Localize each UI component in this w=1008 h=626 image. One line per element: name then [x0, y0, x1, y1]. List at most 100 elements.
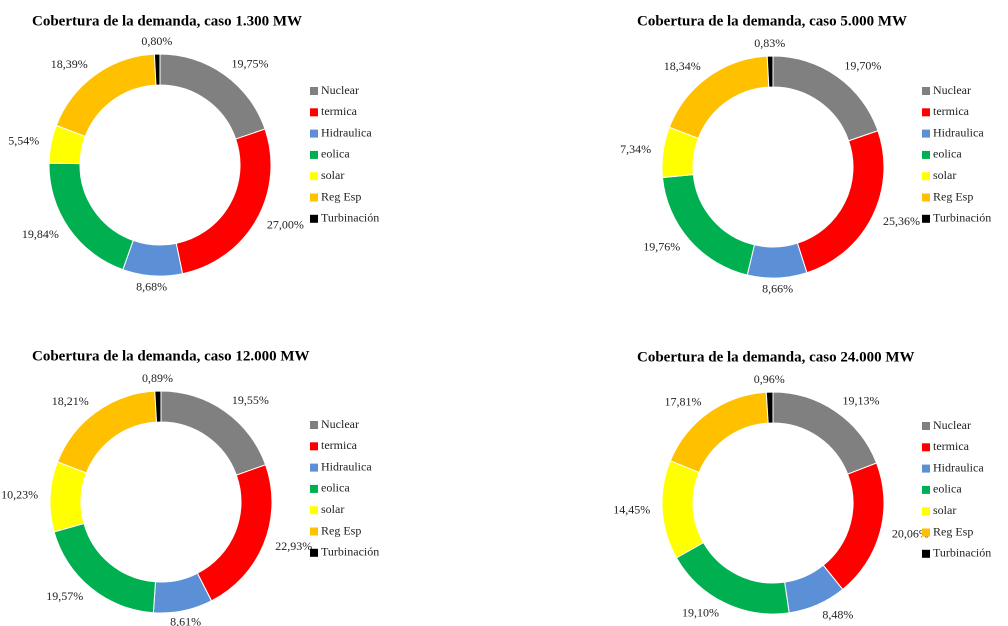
data-label: 25,36%: [883, 214, 920, 228]
legend-label: Hidraulica: [321, 125, 372, 139]
legend-swatch: [922, 443, 930, 452]
legend-swatch: [310, 87, 318, 95]
legend-swatch: [922, 528, 930, 537]
legend-label: Turbinación: [321, 545, 379, 559]
data-label: 22,93%: [275, 539, 312, 553]
legend-label: termica: [933, 439, 970, 453]
legend-swatch: [310, 193, 318, 202]
legend-swatch: [310, 129, 318, 138]
legend-swatch: [922, 87, 930, 95]
donut-segment: [154, 390, 162, 423]
legend-swatch: [310, 442, 318, 451]
legend-swatch: [310, 172, 318, 181]
data-label: 19,10%: [682, 605, 719, 619]
data-label: 27,00%: [267, 218, 304, 232]
legend-swatch: [922, 422, 930, 430]
donut-segment: [49, 461, 88, 533]
legend-label: Reg Esp: [933, 524, 973, 538]
legend-swatch: [922, 214, 930, 223]
data-label: 17,81%: [665, 395, 702, 409]
legend-label: Nuclear: [321, 83, 359, 97]
donut-segment: [153, 53, 161, 86]
legend-swatch: [922, 507, 930, 516]
legend-label: Turbinación: [933, 211, 991, 225]
legend-label: Turbinación: [321, 211, 379, 225]
data-label: 18,34%: [664, 59, 701, 73]
legend-label: termica: [933, 104, 970, 118]
donut-segment: [175, 128, 272, 275]
data-label: 20,06%: [892, 527, 929, 541]
donut-segment: [796, 130, 885, 274]
data-label: 8,68%: [136, 279, 167, 293]
legend-label: Hidraulica: [321, 459, 372, 473]
data-label: 0,83%: [754, 36, 785, 50]
legend-swatch: [310, 463, 318, 472]
donut-segment: [765, 391, 774, 424]
legend-swatch: [310, 214, 318, 223]
legend-label: Nuclear: [321, 417, 359, 431]
chart-title: Cobertura de la demanda, caso 12.000 MW: [32, 348, 310, 364]
legend-swatch: [310, 506, 318, 515]
data-label: 5,54%: [8, 133, 39, 147]
legend-swatch: [310, 548, 318, 557]
legend-label: Reg Esp: [933, 189, 973, 203]
legend-label: eolica: [321, 147, 350, 161]
legend-label: Turbinación: [933, 546, 991, 560]
donut-segment: [661, 460, 705, 559]
legend-label: solar: [321, 168, 344, 182]
data-label: 0,89%: [142, 371, 173, 385]
legend-swatch: [922, 464, 930, 473]
donut-segment: [766, 55, 774, 88]
legend-label: eolica: [321, 481, 350, 495]
legend-swatch: [310, 108, 318, 117]
donut-segment: [675, 541, 790, 615]
data-label: 0,96%: [754, 372, 785, 386]
legend-label: Nuclear: [933, 83, 971, 97]
data-label: 19,84%: [22, 227, 59, 241]
chart-title: Cobertura de la demanda, caso 5.000 MW: [637, 13, 907, 29]
legend-label: eolica: [933, 147, 962, 161]
data-label: 18,21%: [52, 394, 89, 408]
data-label: 19,70%: [844, 59, 881, 73]
legend-swatch: [310, 484, 318, 493]
donut-segment: [746, 242, 808, 279]
legend-swatch: [922, 193, 930, 202]
legend-label: Hidraulica: [933, 460, 984, 474]
chart-title: Cobertura de la demanda, caso 24.000 MW: [637, 349, 915, 365]
legend-label: eolica: [933, 482, 962, 496]
data-label: 19,13%: [843, 393, 880, 407]
legend-swatch: [922, 150, 930, 159]
data-label: 19,57%: [46, 589, 83, 603]
legend-label: solar: [933, 503, 956, 517]
legend-swatch: [922, 129, 930, 138]
legend-label: Reg Esp: [321, 523, 361, 537]
data-label: 8,66%: [762, 282, 793, 296]
legend-swatch: [922, 108, 930, 117]
legend-swatch: [310, 150, 318, 159]
legend-label: termica: [321, 104, 358, 118]
data-label: 8,48%: [822, 607, 853, 621]
donut-segment: [48, 162, 134, 271]
legend-swatch: [922, 172, 930, 181]
legend-swatch: [922, 549, 930, 558]
legend-swatch: [922, 485, 930, 494]
data-label: 8,61%: [170, 614, 201, 626]
data-label: 19,55%: [232, 393, 269, 407]
legend-label: Hidraulica: [933, 125, 984, 139]
donut-segment: [822, 462, 885, 591]
data-label: 0,80%: [141, 34, 172, 48]
data-label: 19,76%: [643, 239, 680, 253]
data-label: 14,45%: [613, 502, 650, 516]
data-label: 7,34%: [620, 142, 651, 156]
data-label: 19,75%: [232, 57, 269, 71]
legend-label: termica: [321, 438, 358, 452]
legend-label: solar: [933, 168, 956, 182]
data-label: 10,23%: [1, 488, 38, 502]
legend-label: Reg Esp: [321, 189, 361, 203]
data-label: 18,39%: [51, 57, 88, 71]
legend-swatch: [310, 421, 318, 429]
legend-label: solar: [321, 502, 344, 516]
legend-swatch: [310, 527, 318, 536]
donut-segment: [196, 464, 273, 602]
